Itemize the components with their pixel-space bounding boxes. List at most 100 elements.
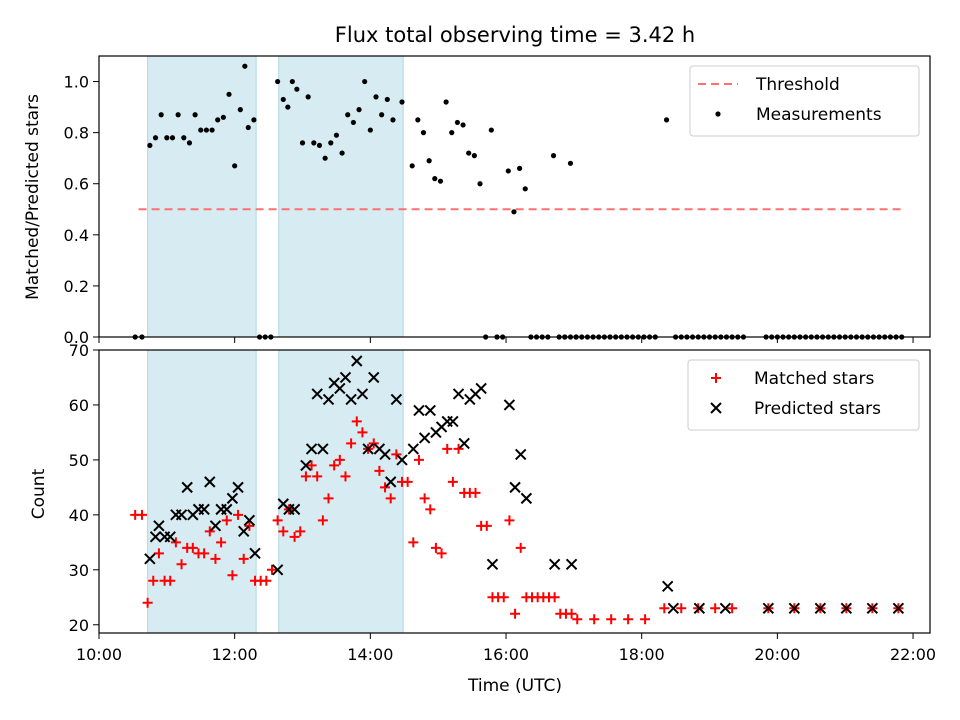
- matched-stars-point: [148, 575, 159, 586]
- measurement-point: [285, 104, 291, 110]
- legend-box: [689, 65, 920, 137]
- matched-stars-point: [295, 526, 306, 537]
- predicted-stars-point: [486, 558, 499, 571]
- legend: Matched stars Predicted stars: [687, 359, 920, 431]
- predicted-stars-point: [288, 503, 301, 516]
- predicted-stars-point: [384, 476, 397, 488]
- predicted-stars-point: [300, 459, 312, 472]
- matched-stars-point: [572, 614, 583, 625]
- predicted-stars-point: [458, 437, 470, 450]
- y-tick-label: 0.6: [64, 175, 89, 194]
- x-tick-label: 22:00: [890, 645, 936, 664]
- matched-stars-point: [413, 454, 424, 465]
- predicted-stars-point: [209, 520, 222, 532]
- matched-stars-point: [498, 592, 509, 603]
- matched-stars-point: [606, 614, 617, 625]
- measurement-point: [333, 132, 340, 138]
- predicted-stars-point: [204, 476, 216, 488]
- matched-stars-point: [334, 454, 345, 465]
- predicted-stars-point: [175, 509, 188, 521]
- predicted-stars-point: [509, 481, 521, 494]
- matched-stars-point: [470, 487, 481, 498]
- x-tick-label: 10:00: [76, 645, 122, 664]
- predicted-stars-point: [311, 388, 323, 400]
- x-tick-label: 12:00: [212, 645, 258, 664]
- predicted-stars-point: [503, 399, 516, 411]
- measurement-point: [432, 176, 438, 182]
- predicted-stars-point: [345, 393, 357, 406]
- predicted-stars-point: [362, 443, 374, 455]
- measurement-point: [409, 163, 415, 169]
- matched-stars-point: [233, 509, 244, 520]
- predicted-stars-point: [181, 481, 193, 494]
- measurement-point: [299, 140, 306, 146]
- matched-stars-point: [659, 603, 670, 614]
- legend-box: [687, 359, 920, 431]
- plot-frame: [98, 55, 931, 338]
- predicted-stars-point: [565, 558, 578, 571]
- matched-stars-point: [676, 603, 687, 614]
- predicted-stars-point: [719, 602, 732, 614]
- measurement-point: [550, 153, 557, 159]
- predicted-stars-point: [418, 432, 431, 444]
- matched-stars-point: [289, 531, 300, 542]
- legend-label: Threshold: [755, 75, 840, 95]
- measurement-point: [567, 160, 574, 166]
- measurement-point: [415, 117, 421, 123]
- predicted-stars-point: [226, 492, 239, 505]
- shaded-interval: [278, 349, 404, 634]
- y-tick-label: 30: [69, 561, 89, 580]
- measurement-point: [237, 107, 243, 113]
- predicted-stars-point: [447, 415, 459, 428]
- measurement-point: [209, 127, 215, 133]
- measurement-point: [373, 94, 379, 100]
- measurement-point: [420, 130, 427, 136]
- measurement-point: [715, 111, 721, 117]
- measurement-point: [203, 127, 210, 133]
- predicted-stars-point: [424, 404, 436, 417]
- predicted-stars-point: [339, 371, 352, 384]
- matched-stars-point: [306, 460, 317, 471]
- measurement-point: [251, 117, 257, 123]
- shaded-interval: [278, 55, 404, 338]
- matched-stars-point: [261, 575, 272, 586]
- matched-stars-point: [153, 548, 164, 559]
- measurement-point: [316, 142, 323, 149]
- predicted-stars-point: [661, 580, 674, 592]
- measurement-point: [215, 117, 221, 123]
- matched-stars-point: [385, 493, 396, 504]
- measurement-point: [328, 140, 334, 146]
- measurement-point: [454, 119, 461, 126]
- measurement-point: [192, 112, 198, 118]
- x-axis-label: Time (UTC): [467, 676, 562, 696]
- y-tick-label: 40: [69, 506, 89, 525]
- predicted-stars-point: [221, 503, 233, 516]
- predicted-stars-point: [840, 602, 853, 614]
- matched-stars-point: [374, 465, 385, 476]
- measurement-point: [356, 107, 362, 113]
- matched-stars-point: [136, 509, 147, 520]
- measurement-point: [339, 150, 345, 156]
- measurement-point: [226, 91, 232, 97]
- measurement-point: [466, 150, 472, 156]
- measurement-point: [245, 124, 251, 131]
- y-axis-label: Matched/Predicted stars: [23, 94, 43, 300]
- matched-stars-point: [425, 504, 436, 515]
- matched-stars-point: [419, 493, 430, 504]
- y-tick-label: 20: [69, 616, 89, 635]
- matched-stars-point: [711, 373, 721, 383]
- legend-label: Measurements: [756, 105, 882, 125]
- chart-title: Flux total observing time = 3.42 h: [335, 23, 695, 47]
- matched-stars-point: [436, 548, 447, 559]
- matched-stars-point: [278, 526, 289, 537]
- matched-stars-point: [312, 471, 323, 482]
- measurement-point: [663, 117, 670, 123]
- matched-stars-point: [640, 614, 651, 625]
- x-tick-label: 14:00: [347, 645, 393, 664]
- measurement-point: [437, 178, 444, 184]
- measurement-point: [280, 96, 286, 103]
- matched-stars-point: [272, 515, 283, 526]
- y-tick-label: 60: [69, 396, 89, 415]
- measurement-point: [147, 142, 153, 149]
- predicted-stars-point: [334, 382, 346, 395]
